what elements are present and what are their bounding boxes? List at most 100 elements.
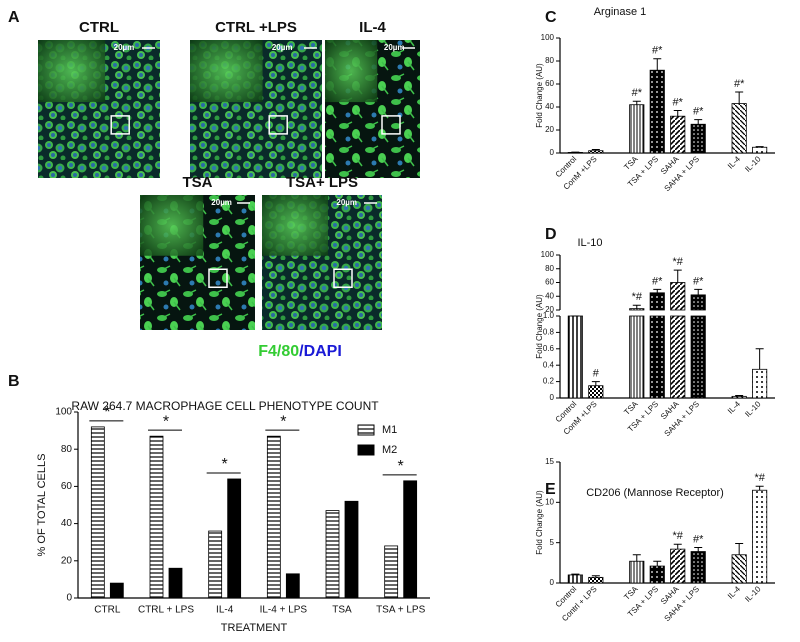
x-tick-label: IL-4 [216, 605, 234, 616]
bar [650, 566, 664, 583]
inset [262, 195, 328, 256]
sig-mark: * [163, 413, 169, 430]
legend-label: M1 [382, 424, 397, 436]
y-tick-label: 20 [545, 305, 554, 314]
x-tick-label: IL-4 + LPS [260, 605, 308, 616]
y-tick-label: 20 [545, 125, 554, 134]
sig-mark: #* [693, 106, 704, 118]
bar [691, 552, 705, 583]
image-label: TSA [183, 174, 213, 191]
bar [345, 501, 358, 598]
legend-label: M2 [382, 444, 397, 456]
bar [267, 436, 280, 598]
x-tick-label: CTRL [94, 605, 121, 616]
y-tick-label: 60 [545, 79, 554, 88]
y-tick-label: 60 [545, 278, 554, 287]
y-tick-label: 0.6 [543, 344, 555, 353]
y-tick-label: 10 [545, 497, 554, 506]
error-bar [694, 289, 702, 295]
bar [286, 574, 299, 598]
bar [568, 575, 582, 583]
sig-mark: #* [734, 78, 745, 90]
x-tick-label: IL-4 [726, 154, 743, 171]
sig-mark: #* [693, 275, 704, 287]
legend-swatch [358, 445, 374, 455]
bar [169, 568, 182, 598]
image-label: CTRL [79, 19, 119, 36]
chart-title: IL-10 [577, 237, 602, 249]
bar [650, 70, 664, 153]
y-tick-label: 80 [545, 56, 554, 65]
y-tick-label: 5 [550, 538, 555, 547]
error-bar [735, 92, 743, 104]
y-tick-label: 0 [550, 578, 555, 587]
sig-mark: #* [673, 96, 684, 108]
x-axis-label: TREATMENT [221, 622, 288, 634]
bar [91, 427, 104, 598]
bar [404, 481, 417, 598]
bar [589, 577, 603, 583]
error-bar [756, 147, 764, 148]
x-tick-label: IL-4 [726, 584, 743, 601]
bar [691, 124, 705, 153]
error-bar [674, 544, 682, 549]
bar [150, 436, 163, 598]
scale-label: 20µm [272, 43, 293, 52]
y-tick-label: 0 [66, 593, 72, 604]
bar [589, 151, 603, 153]
x-tick-label: IL-10 [743, 154, 763, 174]
image-label: IL-4 [359, 19, 386, 36]
sig-mark: #* [652, 45, 663, 57]
sig-mark: #* [693, 533, 704, 545]
error-bar [694, 120, 702, 125]
chart-title: Arginase 1 [594, 6, 647, 18]
error-bar [756, 349, 764, 370]
panel-label: A [8, 9, 20, 26]
y-tick-label: 40 [61, 518, 73, 529]
y-tick-label: 0 [550, 393, 555, 402]
bar [209, 531, 222, 598]
inset [38, 40, 105, 102]
bar [630, 105, 644, 153]
error-bar [653, 561, 661, 566]
x-tick-label: TSA [332, 605, 352, 616]
sig-mark: * [398, 458, 404, 475]
error-bar [735, 543, 743, 554]
error-bar [694, 548, 702, 552]
bar [630, 316, 644, 398]
panel-label: C [545, 9, 557, 26]
y-tick-label: 60 [61, 481, 73, 492]
y-tick-label: 100 [541, 33, 555, 42]
y-tick-label: 15 [545, 457, 554, 466]
sig-mark: *# [754, 472, 765, 484]
error-bar [674, 270, 682, 282]
bar [671, 283, 685, 311]
bar [691, 316, 705, 398]
error-bar [674, 110, 682, 116]
chart-title: CD206 (Mannose Receptor) [586, 487, 724, 499]
y-tick-label: 80 [61, 444, 73, 455]
inset [190, 40, 263, 102]
x-tick-label: TSA [622, 584, 640, 602]
y-tick-label: 40 [545, 102, 554, 111]
bar [732, 396, 746, 398]
bar [732, 104, 746, 153]
panel-label: B [8, 373, 20, 390]
x-tick-label: TSA [622, 154, 640, 172]
bar [589, 386, 603, 398]
y-axis-label: Fold Change (AU) [535, 490, 544, 555]
y-axis-label: Fold Change (AU) [535, 63, 544, 128]
stain-part: F4/80 [258, 343, 299, 360]
y-tick-label: 0.2 [543, 377, 555, 386]
bar [752, 490, 766, 583]
bar [630, 309, 644, 310]
bar [752, 369, 766, 398]
y-tick-label: 0.4 [543, 360, 555, 369]
image-label: TSA+ LPS [286, 174, 358, 191]
x-tick-label: TSA + LPS [376, 605, 426, 616]
y-tick-label: 40 [545, 291, 554, 300]
x-tick-label: IL-10 [743, 584, 763, 604]
bar [650, 293, 664, 310]
